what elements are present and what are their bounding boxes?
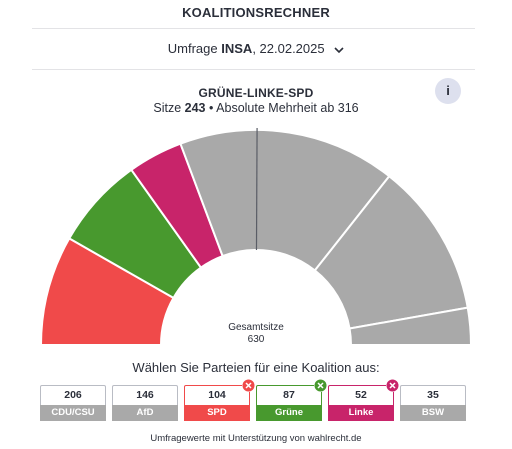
info-button[interactable]: i bbox=[435, 78, 461, 104]
party-name: CDU/CSU bbox=[40, 405, 106, 421]
poll-selector[interactable]: Umfrage INSA, 22.02.2025 bbox=[0, 41, 512, 57]
party-name: Grüne bbox=[256, 405, 322, 421]
party-name: AfD bbox=[112, 405, 178, 421]
total-seats: Gesamtsitze 630 bbox=[206, 322, 306, 346]
party-name: BSW bbox=[400, 405, 466, 421]
total-seats-label: Gesamtsitze bbox=[228, 322, 284, 333]
majority-line bbox=[255, 127, 258, 251]
remove-x-icon[interactable] bbox=[242, 379, 255, 392]
party-seats: 146 bbox=[136, 389, 154, 401]
party-seats: 206 bbox=[64, 389, 82, 401]
party-seats: 87 bbox=[283, 389, 295, 401]
divider bbox=[32, 28, 475, 29]
party-button-bsw[interactable]: 35 BSW bbox=[400, 385, 466, 421]
coalition-seats-line: Sitze 243 • Absolute Mehrheit ab 316 bbox=[0, 101, 512, 115]
selector-prompt: Wählen Sie Parteien für eine Koalition a… bbox=[132, 360, 380, 375]
party-button-afd[interactable]: 146 AfD bbox=[112, 385, 178, 421]
footer-note: Umfragewerte mit Unterstützung von wahlr… bbox=[150, 433, 362, 444]
party-name: Linke bbox=[328, 405, 394, 421]
seats-prefix: Sitze bbox=[153, 101, 182, 115]
poll-institute: INSA bbox=[221, 41, 253, 56]
remove-x-icon[interactable] bbox=[314, 379, 327, 392]
seat-segment-cdu-csu bbox=[179, 129, 391, 272]
party-button-cdu-csu[interactable]: 206 CDU/CSU bbox=[40, 385, 106, 421]
party-name: SPD bbox=[184, 405, 250, 421]
party-button-gruene[interactable]: 87 Grüne bbox=[256, 379, 327, 421]
poll-prefix: Umfrage bbox=[167, 41, 218, 56]
majority-text: • Absolute Mehrheit ab 316 bbox=[209, 101, 359, 115]
remove-x-icon[interactable] bbox=[386, 379, 399, 392]
seat-segment-bsw bbox=[348, 306, 473, 346]
party-seats: 104 bbox=[208, 389, 226, 401]
poll-date: , 22.02.2025 bbox=[252, 41, 325, 56]
party-button-linke[interactable]: 52 Linke bbox=[328, 379, 399, 421]
chevron-down-icon bbox=[334, 42, 344, 57]
total-seats-value: 630 bbox=[247, 334, 265, 345]
app-title: KOALITIONSRECHNER bbox=[182, 5, 330, 20]
party-seats: 52 bbox=[355, 389, 367, 401]
divider bbox=[32, 69, 475, 70]
coalition-seats: 243 bbox=[184, 101, 206, 115]
party-button-spd[interactable]: 104 SPD bbox=[184, 379, 255, 421]
party-seats: 35 bbox=[427, 389, 439, 401]
coalition-name: GRÜNE-LINKE-SPD bbox=[198, 86, 314, 100]
